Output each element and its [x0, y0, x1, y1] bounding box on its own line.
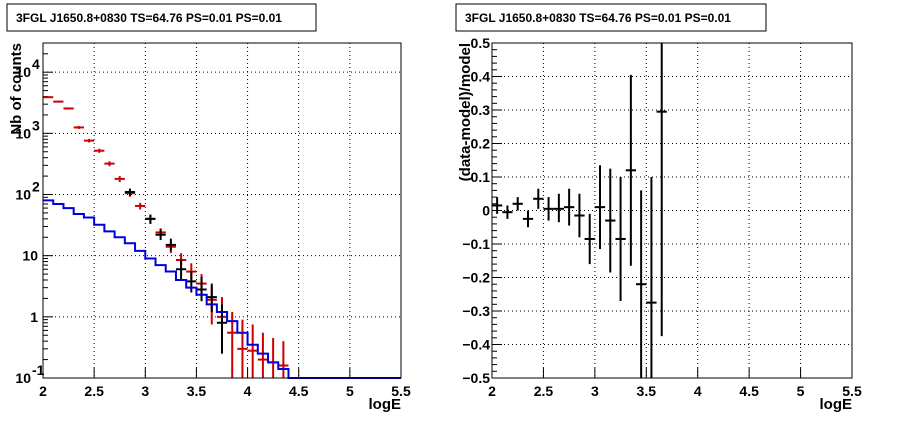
residual-y-tick-label: 0.1: [471, 169, 491, 185]
residual-y-tick-label: 0.3: [471, 102, 491, 118]
residual-x-label: logE: [820, 396, 853, 413]
counts-y-tick-label: 10: [15, 187, 31, 203]
counts-y-tick-exponent: 2: [32, 179, 40, 195]
residual-plot: 3FGL J1650.8+0830 TS=64.76 PS=0.01 PS=0.…: [455, 3, 862, 413]
counts-y-tick-label: 10: [15, 64, 31, 80]
residual-y-label: (data-model)/model: [457, 43, 474, 181]
residual-y-tick-label: 0.4: [471, 69, 491, 85]
counts-y-tick-label: 10: [15, 125, 31, 141]
residual-y-tick-label: 0.5: [471, 35, 491, 51]
counts-y-tick-exponent: 4: [32, 56, 40, 72]
residual-grid: [492, 43, 852, 378]
residual-y-tick-label: 0.2: [471, 136, 491, 152]
counts-y-tick-exponent: 3: [32, 117, 40, 133]
residual-series: [492, 43, 667, 378]
residual-x-tick-label: 4.5: [739, 383, 759, 399]
counts-x-tick-label: 4: [244, 383, 252, 399]
counts-y-tick-label: 1: [30, 309, 38, 325]
residual-x-tick-label: 2.5: [534, 383, 554, 399]
residual-y-tick-label: 0: [482, 203, 490, 219]
counts-y-tick-exponent: -1: [32, 362, 45, 378]
counts-title: 3FGL J1650.8+0830 TS=64.76 PS=0.01 PS=0.…: [16, 11, 282, 25]
counts-y-tick-label: 10: [15, 370, 31, 386]
counts-title-box: [6, 3, 317, 32]
residual-y-tick-label: −0.5: [462, 370, 490, 386]
counts-y-tick-label: 10: [22, 248, 38, 264]
residual-x-tick-label: 5: [797, 383, 805, 399]
residual-ticks: 2 2.5 3 3.5 4 4.5 5 5.5 −0.5 −0.4 −0.3 −0.2 −0.1 0 0.1…: [462, 35, 862, 399]
counts-y-label: Nb of counts: [8, 43, 25, 135]
counts-x-tick-label: 5: [346, 383, 354, 399]
residual-frame: [491, 42, 853, 379]
counts-x-tick-label: 2: [39, 383, 47, 399]
residual-y-tick-label: −0.1: [462, 236, 490, 252]
residual-y-tick-label: −0.2: [462, 270, 490, 286]
counts-series: [43, 96, 401, 379]
residual-x-tick-label: 3: [591, 383, 599, 399]
residual-x-tick-label: 5.5: [842, 383, 862, 399]
residual-y-tick-label: −0.3: [462, 303, 490, 319]
counts-x-tick-label: 5.5: [391, 383, 411, 399]
counts-x-label: logE: [369, 396, 402, 413]
counts-x-tick-label: 2.5: [84, 383, 104, 399]
residual-x-tick-label: 3.5: [637, 383, 657, 399]
model-step-line: [43, 199, 401, 379]
residual-y-tick-label: −0.4: [462, 337, 490, 353]
residual-title-box: [455, 3, 767, 32]
counts-x-tick-label: 4.5: [289, 383, 309, 399]
counts-x-tick-label: 3: [141, 383, 149, 399]
residual-x-tick-label: 4: [694, 383, 702, 399]
counts-x-tick-label: 3.5: [187, 383, 207, 399]
residual-title: 3FGL J1650.8+0830 TS=64.76 PS=0.01 PS=0.…: [465, 11, 731, 25]
counts-frame: [42, 42, 402, 379]
counts-plot: 3FGL J1650.8+0830 TS=64.76 PS=0.01 PS=0.…: [6, 3, 411, 413]
residual-x-tick-label: 2: [488, 383, 496, 399]
